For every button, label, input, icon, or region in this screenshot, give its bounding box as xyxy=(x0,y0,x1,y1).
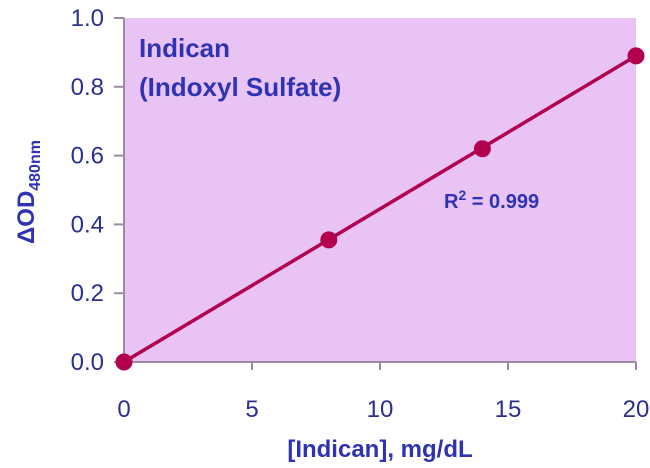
r-squared-prefix: R xyxy=(444,191,459,213)
x-axis-label: [Indican], mg/dL xyxy=(287,436,472,463)
y-tick-label: 0.0 xyxy=(71,349,104,376)
plot-area xyxy=(124,18,636,362)
r-squared-annotation: R2 = 0.999 xyxy=(444,187,539,213)
chart-title-line-2: (Indoxyl Sulfate) xyxy=(139,72,341,102)
y-axis-label-main: ΔOD xyxy=(13,191,40,244)
x-tick-label: 0 xyxy=(117,396,130,423)
text-layer: 0 5 10 15 20 0.0 0.2 0.4 0.6 0.8 1.0 Indican (Indoxy… xyxy=(13,5,649,463)
series-layer xyxy=(115,47,645,371)
x-tick-label: 5 xyxy=(245,396,258,423)
data-point xyxy=(627,47,645,65)
y-tick-label: 0.8 xyxy=(71,74,104,101)
fit-line xyxy=(122,54,638,364)
y-tick-label: 0.2 xyxy=(71,280,104,307)
data-point xyxy=(473,140,491,158)
y-tick-label: 0.6 xyxy=(71,143,104,170)
data-point xyxy=(320,231,338,249)
y-axis-label: ΔOD480nm xyxy=(13,140,44,244)
data-point xyxy=(115,353,133,371)
y-tick-label: 0.4 xyxy=(71,211,104,238)
r-squared-value: = 0.999 xyxy=(466,191,539,213)
x-tick-label: 10 xyxy=(367,396,394,423)
axis-layer xyxy=(114,17,637,370)
y-axis-label-subscript: 480nm xyxy=(27,140,44,191)
x-tick-label: 20 xyxy=(623,396,650,423)
y-tick-label: 1.0 xyxy=(71,5,104,32)
r-squared-superscript: 2 xyxy=(458,187,466,203)
plot-layer xyxy=(124,18,636,362)
chart-title-line-1: Indican xyxy=(139,33,230,63)
x-tick-label: 15 xyxy=(495,396,522,423)
